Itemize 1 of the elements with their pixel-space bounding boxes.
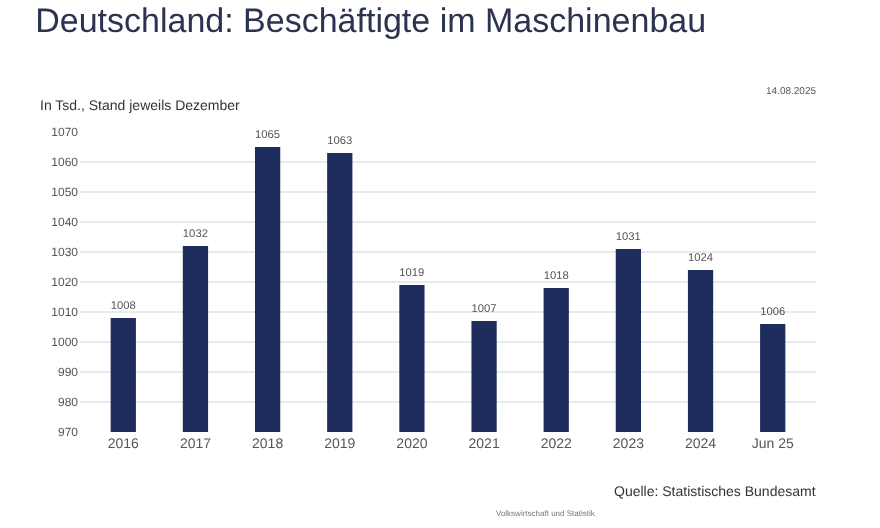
chart-title: Deutschland: Beschäftigte im Maschinenbau (35, 1, 707, 40)
